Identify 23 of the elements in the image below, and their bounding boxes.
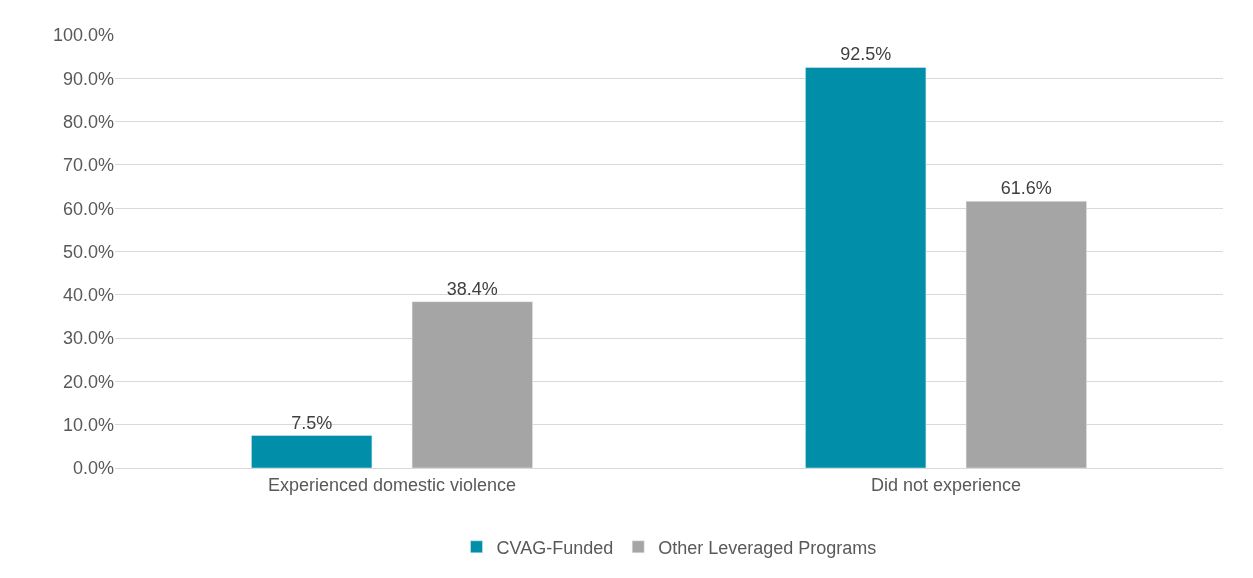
data-label: 38.4% [446, 278, 498, 299]
y-tick-label: 80.0% [62, 111, 114, 132]
bar [965, 201, 1087, 468]
y-tick-label: 50.0% [62, 241, 114, 262]
data-label: 61.6% [1000, 178, 1052, 199]
bar [805, 67, 927, 468]
y-tick-label: 30.0% [62, 328, 114, 349]
y-tick-label: 20.0% [62, 371, 114, 392]
legend-label: CVAG-Funded [496, 537, 614, 558]
y-tick-label: 90.0% [62, 68, 114, 89]
bar [251, 435, 373, 468]
y-tick-label: 0.0% [72, 458, 114, 479]
legend-label: Other Leveraged Programs [658, 537, 877, 558]
x-tick-label: Experienced domestic violence [267, 474, 517, 495]
y-tick-label: 100.0% [52, 25, 114, 46]
bar [411, 301, 533, 468]
y-tick-label: 10.0% [62, 415, 114, 435]
y-tick-label: 40.0% [62, 285, 114, 306]
x-tick-label: Did not experience [870, 474, 1022, 495]
data-label: 7.5% [291, 412, 333, 433]
y-tick-label: 60.0% [62, 198, 114, 219]
y-tick-label: 70.0% [62, 155, 114, 176]
data-label: 92.5% [840, 44, 892, 65]
